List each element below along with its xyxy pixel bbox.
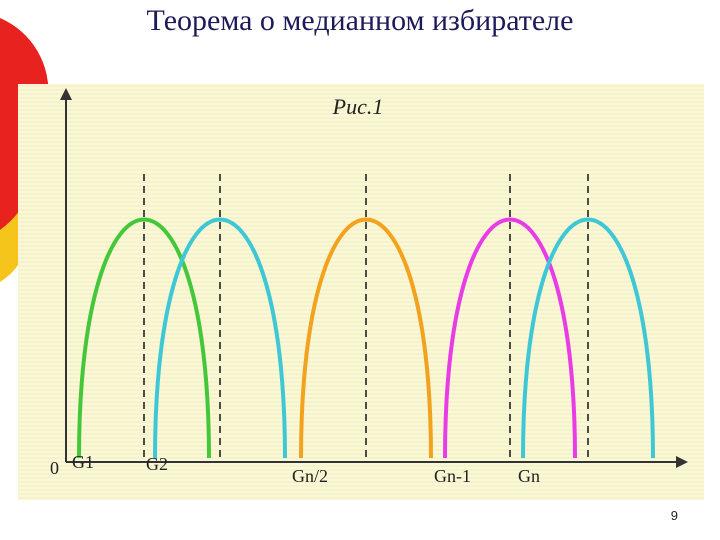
x-axis-arrow	[676, 456, 688, 468]
slide-title: Теорема о медианном избирателе	[146, 4, 574, 37]
curve-cyan-2	[521, 217, 655, 459]
curve-orange	[299, 217, 433, 459]
origin-label: 0	[50, 458, 59, 478]
curve-green	[77, 217, 211, 459]
yellow-arc-decoration	[0, 210, 20, 282]
x-label-g2: G2	[146, 454, 168, 474]
x-label-gn-half: Gn/2	[292, 466, 328, 486]
figure-caption: Рис.1	[332, 94, 384, 119]
x-label-gn-minus-1: Gn-1	[434, 466, 471, 486]
y-axis-arrow	[60, 88, 72, 100]
page-number: 9	[670, 508, 678, 523]
x-label-gn: Gn	[518, 466, 540, 486]
x-label-g1: G1	[72, 452, 94, 472]
curve-cyan	[153, 217, 287, 459]
curve-magenta	[443, 217, 577, 459]
figure-panel	[18, 84, 704, 500]
